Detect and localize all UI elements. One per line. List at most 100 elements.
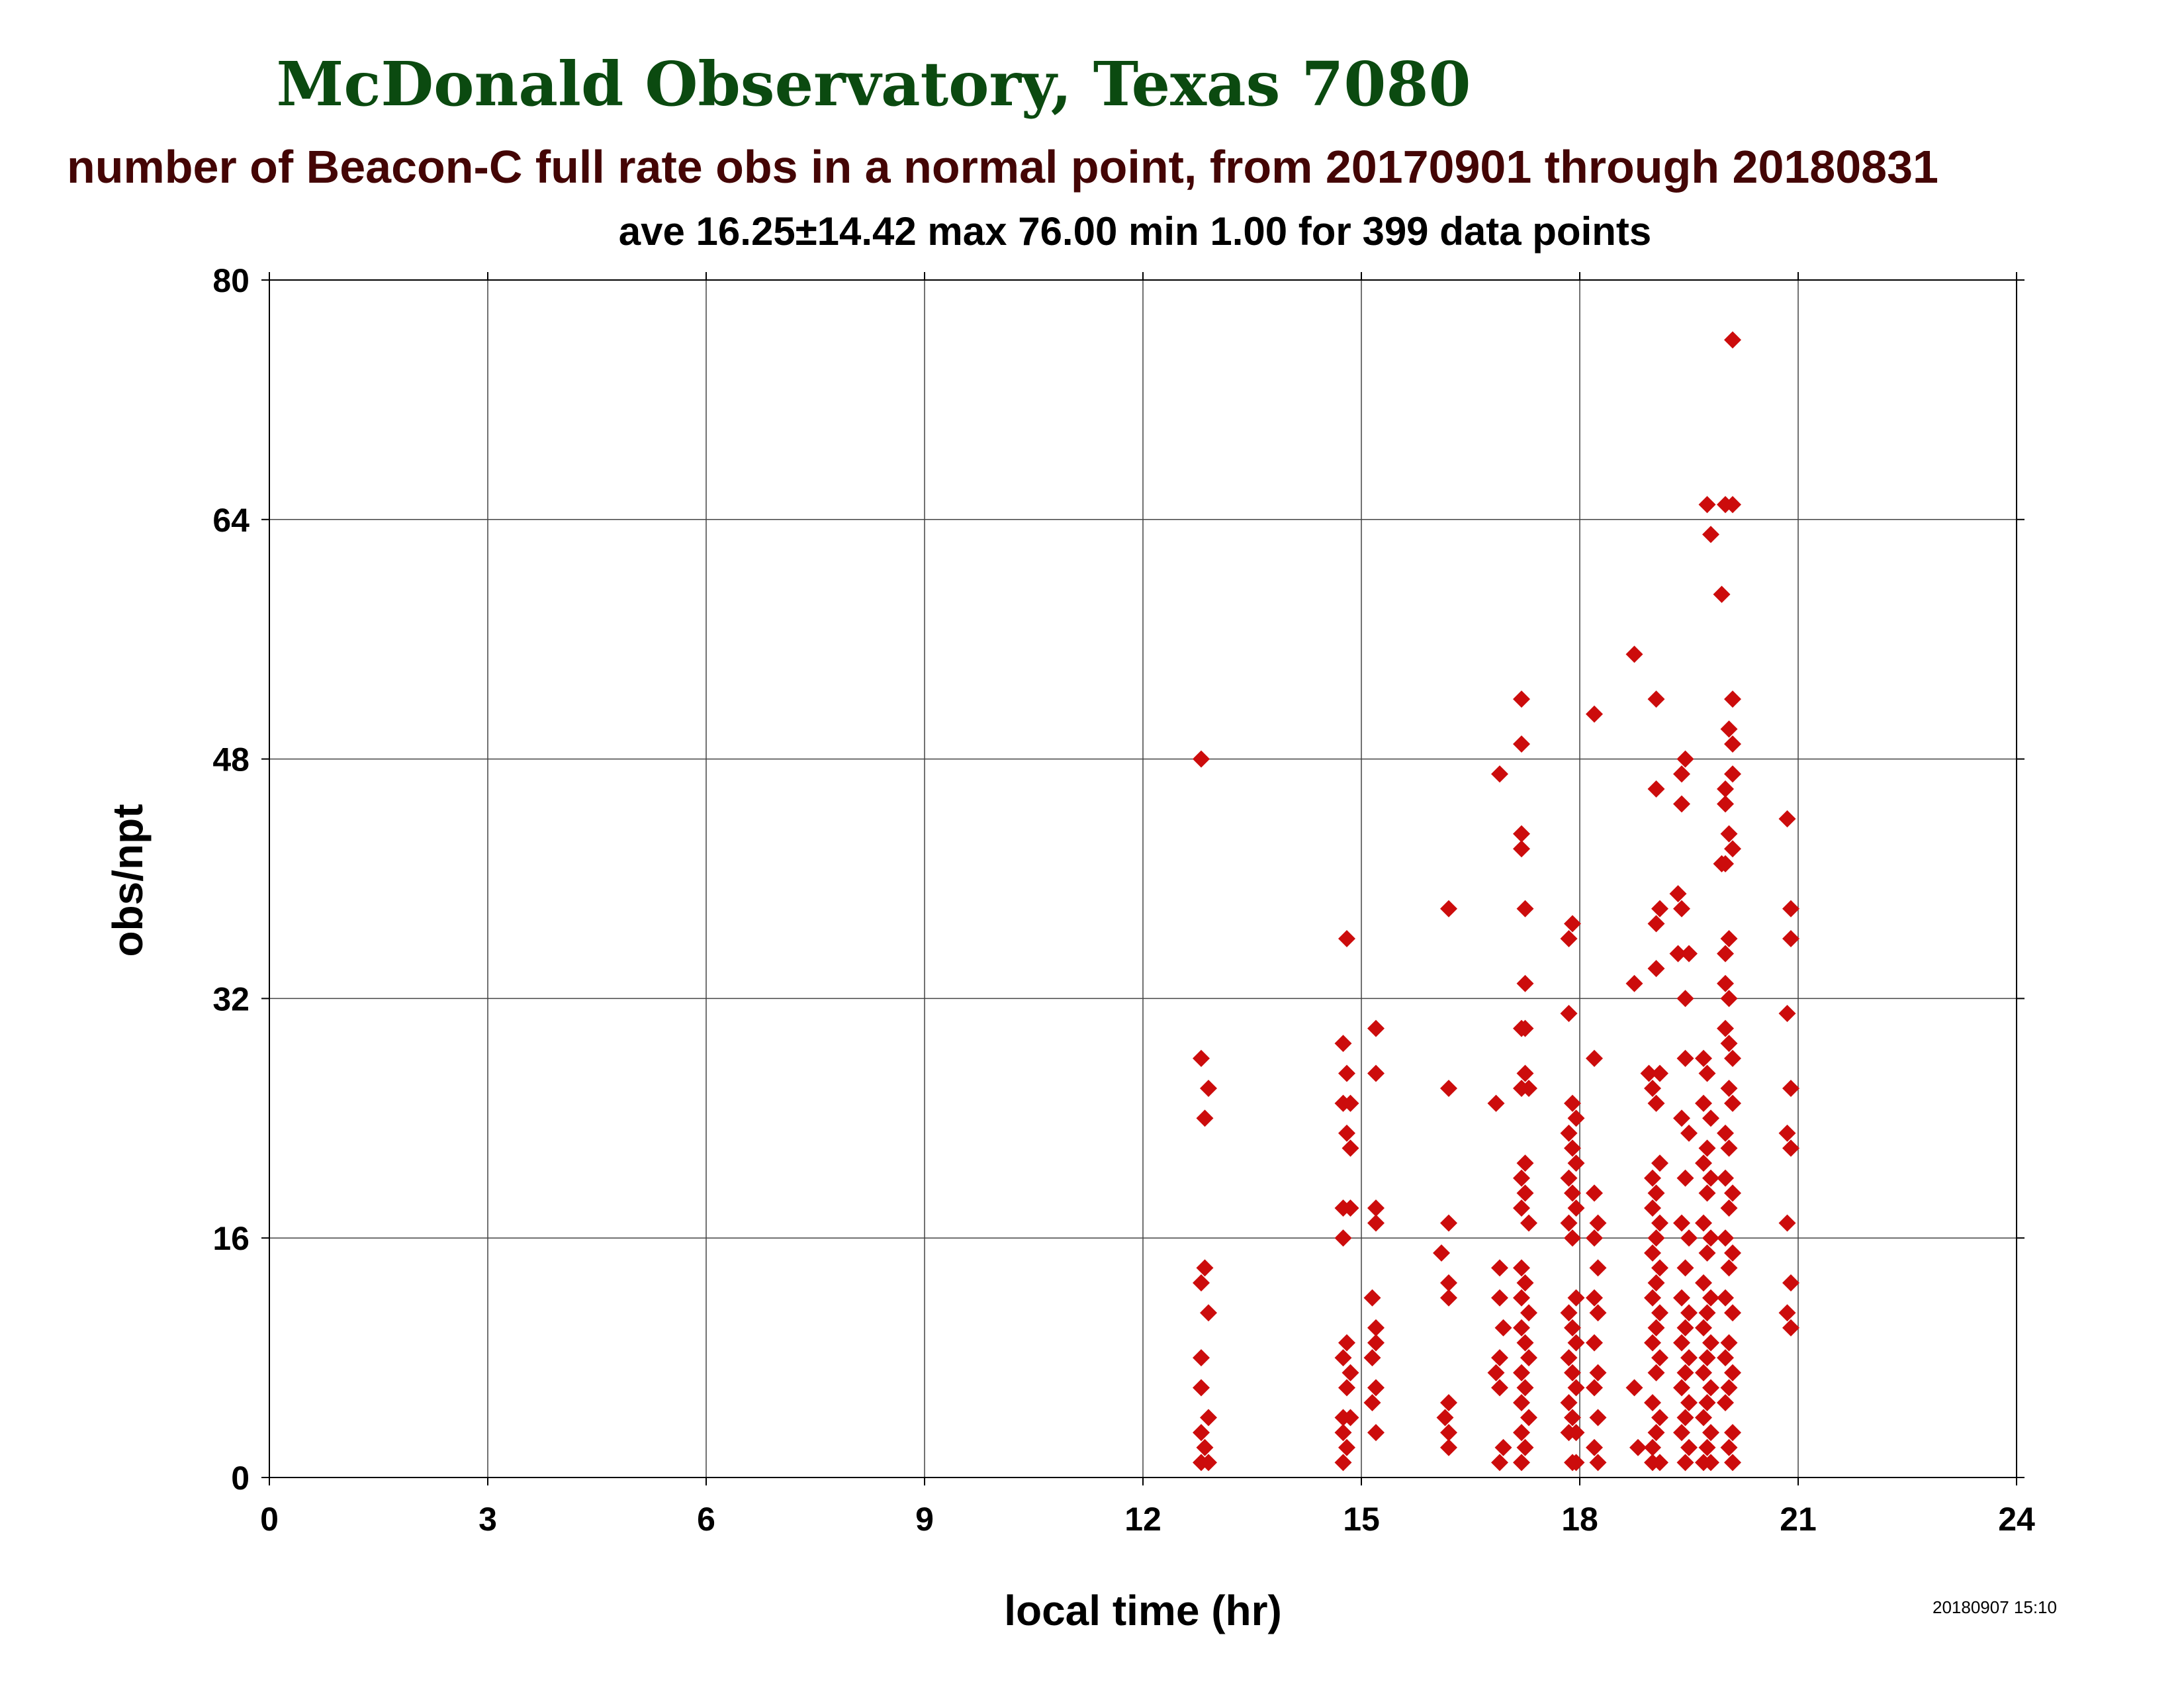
data-point — [1782, 1080, 1799, 1098]
data-point — [1564, 1364, 1581, 1382]
data-point — [1487, 1364, 1505, 1382]
data-point — [1676, 1454, 1694, 1472]
data-point — [1717, 795, 1734, 813]
data-point — [1651, 1154, 1668, 1172]
data-point — [1720, 1379, 1738, 1397]
data-point — [1338, 1334, 1355, 1352]
data-point — [1702, 1169, 1719, 1187]
data-point — [1433, 1244, 1450, 1262]
data-point — [1673, 1379, 1690, 1397]
data-point — [1520, 1214, 1537, 1232]
data-point — [1520, 1080, 1537, 1098]
data-point — [1567, 1379, 1585, 1397]
data-point — [1440, 1424, 1457, 1442]
data-point — [1513, 1169, 1530, 1187]
data-point — [1778, 1005, 1796, 1023]
data-point — [1778, 1214, 1796, 1232]
data-point — [1680, 1438, 1698, 1456]
data-point — [1513, 1319, 1530, 1336]
data-point — [1560, 1424, 1578, 1442]
data-point — [1782, 900, 1799, 917]
data-point — [1560, 1349, 1578, 1367]
data-point — [1196, 1109, 1214, 1127]
data-point — [1367, 1019, 1385, 1037]
data-point — [1698, 1184, 1716, 1202]
data-point — [1695, 1409, 1712, 1427]
data-point — [1567, 1154, 1585, 1172]
data-point — [1698, 1349, 1716, 1367]
data-point — [1702, 1454, 1719, 1472]
data-point — [1720, 1139, 1738, 1157]
data-point — [1778, 1124, 1796, 1142]
data-point — [1702, 1379, 1719, 1397]
data-point — [1513, 825, 1530, 843]
data-point — [1196, 1438, 1214, 1456]
data-point — [1698, 1064, 1716, 1082]
data-point — [1513, 1393, 1530, 1411]
data-point — [1647, 960, 1665, 978]
data-point — [1491, 1259, 1508, 1277]
data-point — [1724, 1244, 1741, 1262]
data-point — [1513, 1454, 1530, 1472]
data-point — [1367, 1199, 1385, 1217]
data-point — [1651, 1214, 1668, 1232]
data-point — [1676, 1049, 1694, 1067]
data-point — [1698, 1438, 1716, 1456]
data-point — [1513, 1424, 1530, 1442]
data-point — [1724, 690, 1741, 708]
data-point — [1516, 1379, 1534, 1397]
x-tick-label: 24 — [1998, 1501, 2035, 1538]
data-point — [1513, 1199, 1530, 1217]
data-point — [1586, 1184, 1603, 1202]
chart-stats-line: ave 16.25±14.42 max 76.00 min 1.00 for 3… — [618, 209, 1652, 254]
data-point — [1695, 1364, 1712, 1382]
data-point — [1516, 1438, 1534, 1456]
data-point — [1673, 1109, 1690, 1127]
data-point — [1717, 1124, 1734, 1142]
data-point — [1193, 1424, 1210, 1442]
data-point — [1676, 1409, 1694, 1427]
data-point — [1560, 1169, 1578, 1187]
data-point — [1647, 690, 1665, 708]
data-point — [1651, 1259, 1668, 1277]
data-point — [1564, 915, 1581, 933]
data-point — [1491, 1349, 1508, 1367]
data-point — [1564, 1409, 1581, 1427]
data-point — [1494, 1319, 1512, 1336]
data-point — [1647, 915, 1665, 933]
data-point — [1717, 1349, 1734, 1367]
data-point — [1334, 1035, 1352, 1053]
data-point — [1676, 990, 1694, 1008]
data-point — [1334, 1454, 1352, 1472]
data-point — [1720, 1035, 1738, 1053]
data-point — [1651, 1409, 1668, 1427]
data-point — [1567, 1334, 1585, 1352]
y-tick-label: 80 — [212, 262, 250, 299]
data-point — [1647, 1319, 1665, 1336]
data-point — [1644, 1334, 1661, 1352]
data-point — [1647, 1274, 1665, 1292]
data-point — [1673, 1424, 1690, 1442]
data-point — [1367, 1424, 1385, 1442]
data-point — [1647, 1094, 1665, 1112]
data-point — [1724, 735, 1741, 753]
data-point — [1367, 1064, 1385, 1082]
data-point — [1367, 1379, 1385, 1397]
data-point — [1334, 1424, 1352, 1442]
data-point — [1586, 1438, 1603, 1456]
data-point — [1367, 1334, 1385, 1352]
data-point — [1698, 1139, 1716, 1157]
data-point — [1513, 1259, 1530, 1277]
data-point — [1513, 840, 1530, 858]
data-point — [1698, 1244, 1716, 1262]
data-point — [1717, 1289, 1734, 1307]
data-point — [1625, 974, 1643, 992]
data-point — [1367, 1214, 1385, 1232]
data-point — [1702, 1289, 1719, 1307]
y-axis-label: obs/npt — [104, 804, 152, 957]
data-point — [1647, 1364, 1665, 1382]
data-point — [1724, 1424, 1741, 1442]
data-point — [1560, 1005, 1578, 1023]
x-axis-label: local time (hr) — [1004, 1587, 1282, 1634]
